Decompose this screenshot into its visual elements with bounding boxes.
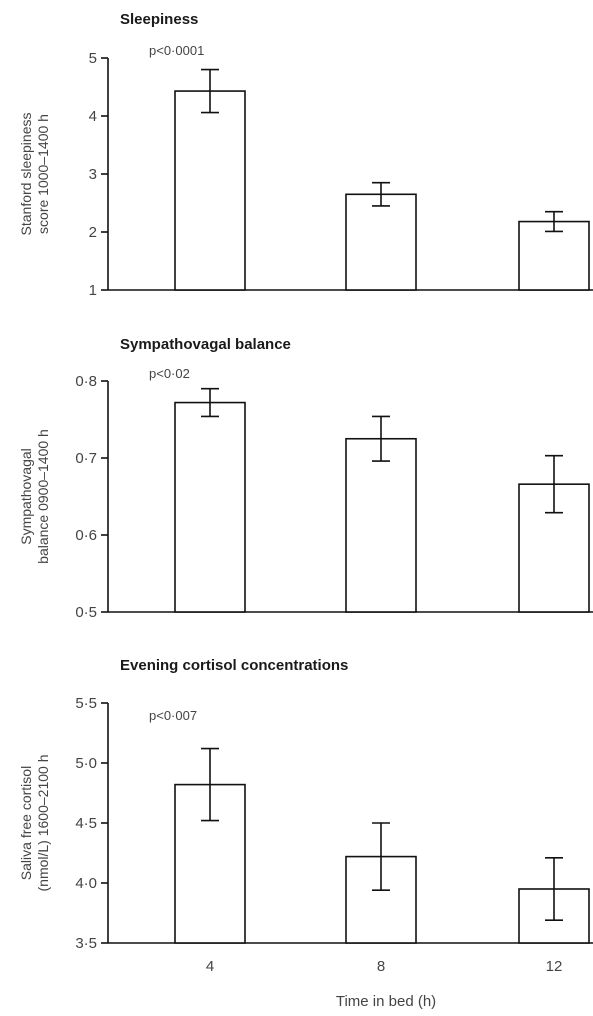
y-tick-label: 1 xyxy=(89,282,97,299)
x-tick-label: 12 xyxy=(546,958,563,975)
y-axis-label: Stanford sleepinessscore 1000–1400 h xyxy=(18,113,51,236)
chart-title: Evening cortisol concentrations xyxy=(120,657,348,674)
y-axis-label: Saliva free cortisol(nmol/L) 1600–2100 h xyxy=(18,755,51,892)
y-axis-label-line: balance 0900–1400 h xyxy=(35,429,51,564)
y-tick-label: 0·8 xyxy=(75,373,97,390)
y-axis-label-line: Stanford sleepiness xyxy=(18,113,34,236)
y-axis-label-line: Saliva free cortisol xyxy=(18,766,34,880)
bar-8 xyxy=(345,855,417,944)
chart-panel-1: Sleepiness 1 2 3 4 5 Stanford sleepinessscore … xyxy=(18,11,593,299)
p-value-annotation: p<0·0001 xyxy=(149,43,204,58)
bar-4 xyxy=(174,90,246,291)
y-tick-label: 0·7 xyxy=(75,450,97,467)
y-axis-label-line: (nmol/L) 1600–2100 h xyxy=(35,755,51,892)
bar-8 xyxy=(345,193,417,291)
y-tick-label: 4·5 xyxy=(75,815,97,832)
x-axis-label: Time in bed (h) xyxy=(336,993,436,1010)
y-tick-label: 5·5 xyxy=(75,695,97,712)
y-tick-label: 2 xyxy=(89,224,97,241)
y-axis-label-line: Sympathovagal xyxy=(18,448,34,545)
y-tick-label: 3·5 xyxy=(75,935,97,952)
chart-panel-2: Sympathovagal balance 0·5 0·6 0·7 0·8 Sympath… xyxy=(18,336,593,621)
chart-title: Sleepiness xyxy=(120,11,198,28)
y-tick-label: 4 xyxy=(89,108,97,125)
y-tick-label: 5·0 xyxy=(75,755,97,772)
bar-4 xyxy=(174,401,246,613)
y-tick-label: 0·6 xyxy=(75,527,97,544)
y-axis-label: Sympathovagalbalance 0900–1400 h xyxy=(18,429,51,564)
chart-title: Sympathovagal balance xyxy=(120,336,291,353)
p-value-annotation: p<0·007 xyxy=(149,708,197,723)
p-value-annotation: p<0·02 xyxy=(149,366,190,381)
y-tick-label: 0·5 xyxy=(75,604,97,621)
x-tick-label: 8 xyxy=(377,958,385,975)
bar-12 xyxy=(518,220,590,291)
y-tick-label: 4·0 xyxy=(75,875,97,892)
y-axis-label-line: score 1000–1400 h xyxy=(35,114,51,234)
y-tick-label: 5 xyxy=(89,50,97,67)
chart-panel-3: Evening cortisol concentrations 3·5 4·0 4·5… xyxy=(18,657,593,975)
bar-8 xyxy=(345,437,417,613)
y-tick-label: 3 xyxy=(89,166,97,183)
x-tick-label: 4 xyxy=(206,958,214,975)
